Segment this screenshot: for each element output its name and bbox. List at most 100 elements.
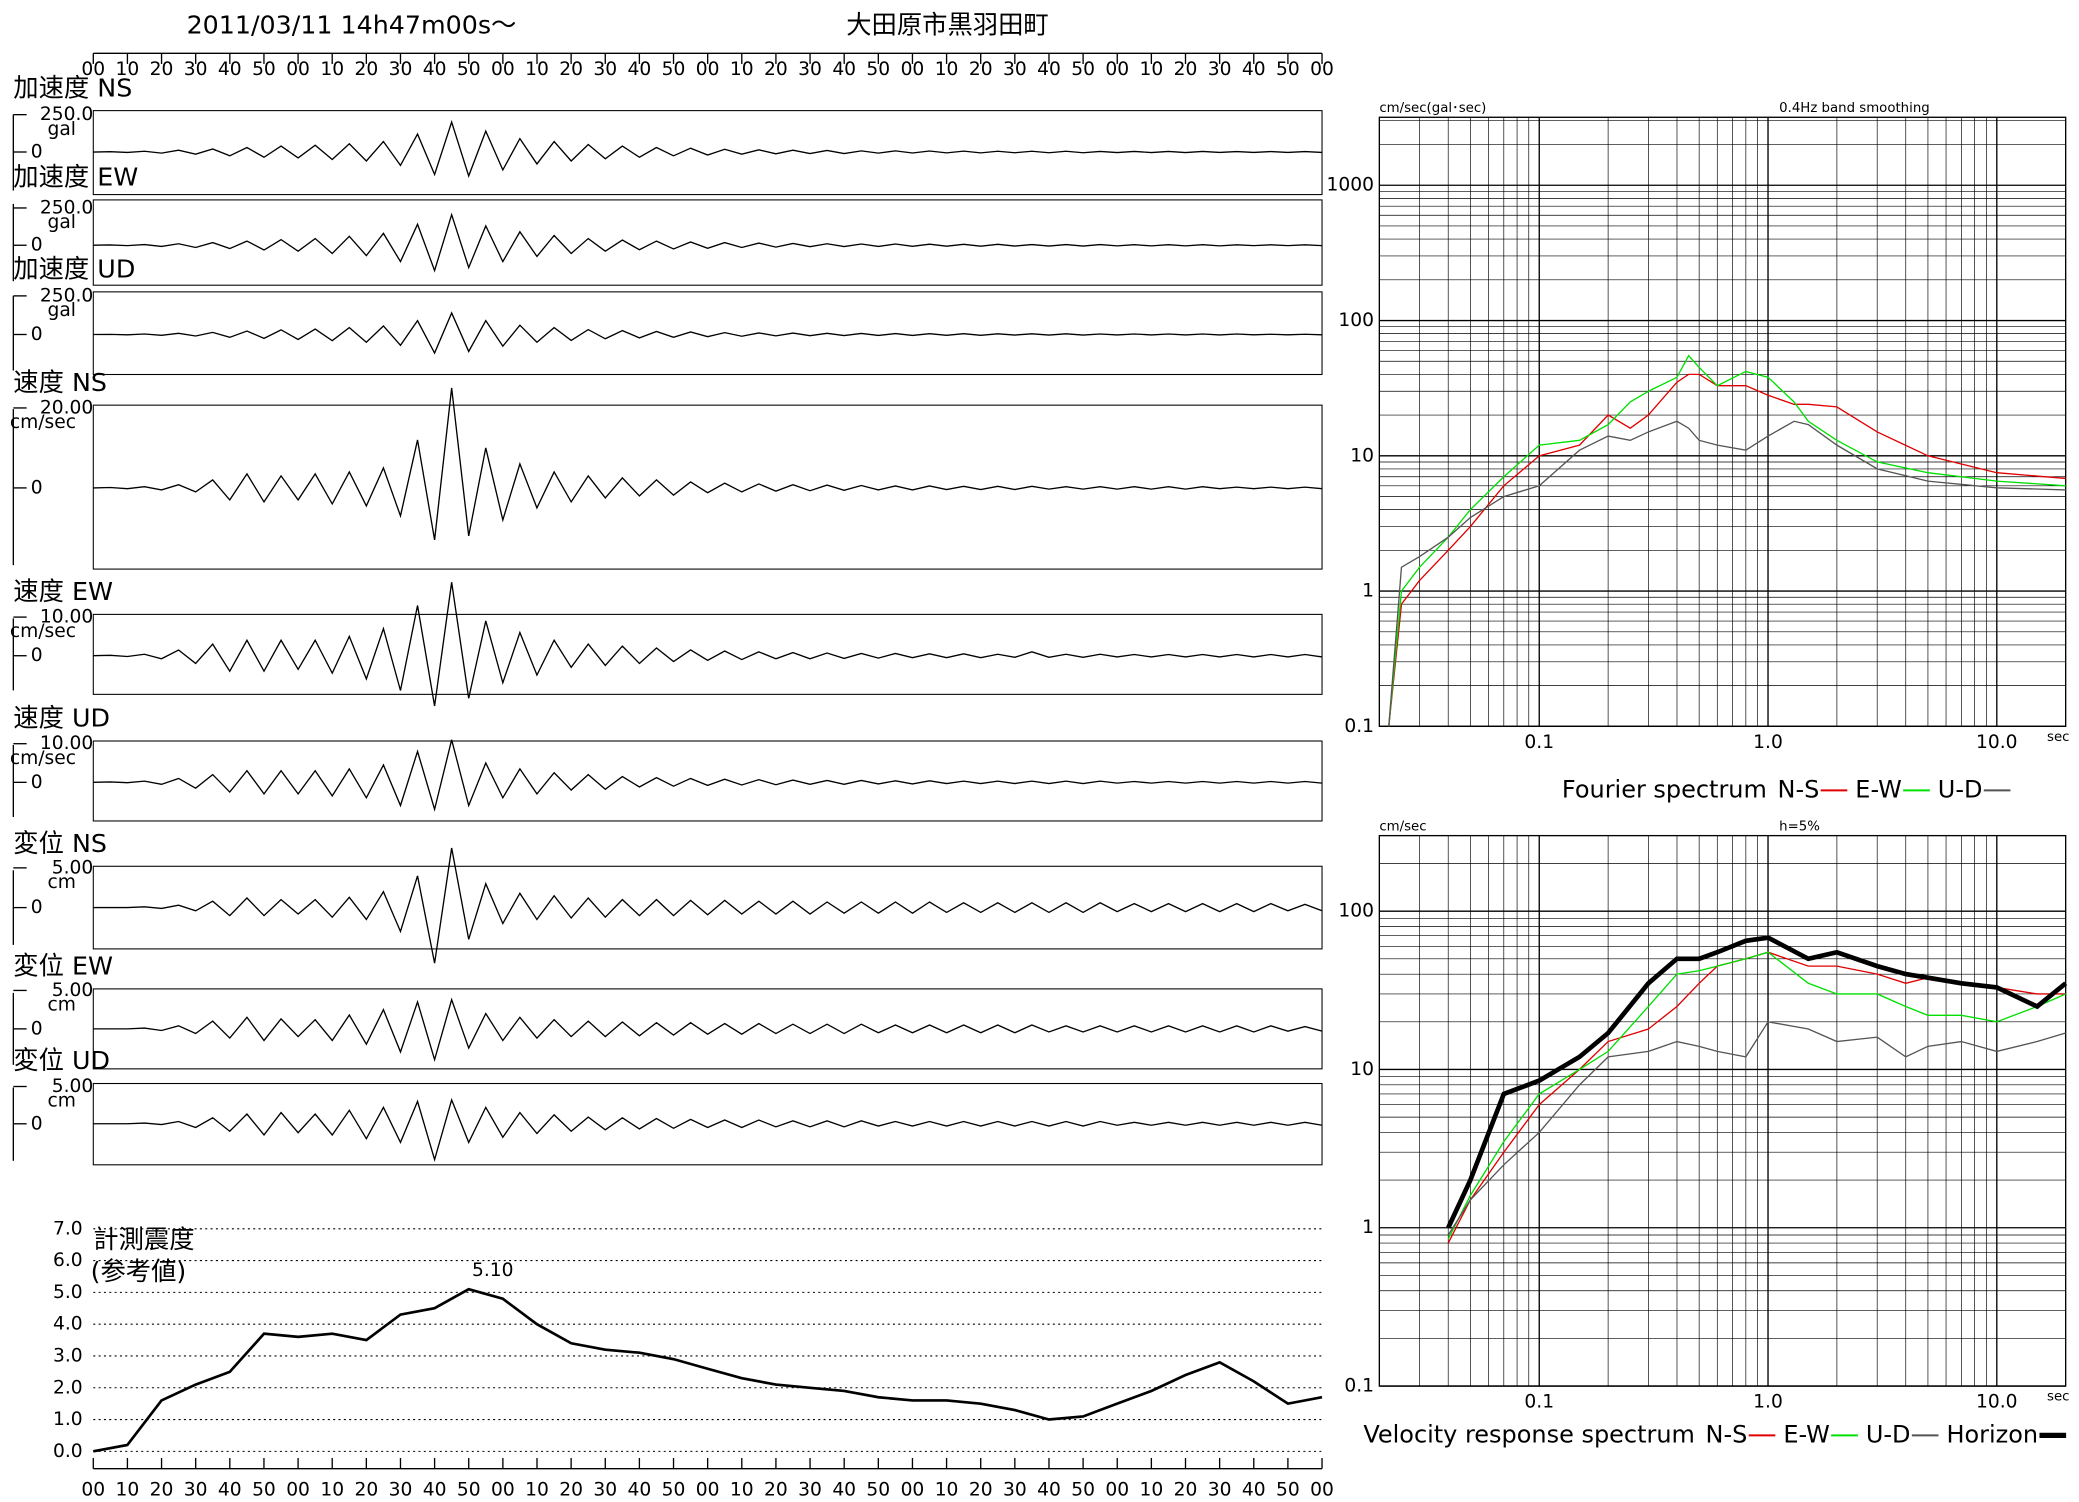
- x-unit: sec: [2047, 730, 2069, 745]
- trace-tick-label: 20.00: [40, 397, 93, 418]
- time-tick-label: 20: [1174, 1480, 1198, 1501]
- time-tick-label: 50: [662, 1480, 686, 1501]
- time-tick-label: 30: [184, 1480, 208, 1501]
- time-tick-label: 30: [593, 1480, 617, 1501]
- time-tick-label: 50: [457, 59, 481, 80]
- time-tick-label: 20: [150, 59, 174, 80]
- trace-frame: [92, 740, 1323, 822]
- time-tick-label: 10: [320, 59, 344, 80]
- x-unit: sec: [2047, 1390, 2069, 1405]
- y-tick-label: 3.0: [53, 1345, 83, 1366]
- time-tick-label: 20: [969, 59, 993, 80]
- time-tick-label: 10: [935, 1480, 959, 1501]
- time-tick-label: 40: [832, 1480, 856, 1501]
- trace-tick-label: 5.00: [52, 980, 94, 1001]
- trace-tick-label: 0: [31, 235, 43, 256]
- time-tick-label: 30: [1208, 1480, 1232, 1501]
- spectrum-line: [1447, 1021, 2066, 1236]
- trace-frame: [92, 404, 1323, 570]
- time-tick-label: 00: [286, 1480, 310, 1501]
- waveform: [93, 582, 1323, 707]
- record-time: 2011/03/11 14h47m00s〜: [187, 10, 517, 40]
- time-tick-label: 40: [218, 59, 242, 80]
- y-unit: cm/sec: [1379, 819, 1426, 834]
- time-tick-label: 30: [1208, 59, 1232, 80]
- spectrum-line: [1447, 951, 2066, 1240]
- y-tick-label: 1: [1362, 581, 1374, 602]
- y-tick-label: 10: [1350, 445, 1374, 466]
- time-tick-label: 10: [116, 1480, 140, 1501]
- time-tick-label: 20: [764, 59, 788, 80]
- trace-tick-label: 5.00: [52, 1076, 94, 1097]
- legend-label: E-W: [1783, 1420, 1830, 1448]
- x-tick-label: 1.0: [1753, 732, 1783, 753]
- trace-title: 変位 NS: [13, 828, 107, 858]
- time-tick-label: 00: [901, 1480, 925, 1501]
- note: h=5%: [1779, 819, 1820, 834]
- time-tick-label: 00: [696, 1480, 720, 1501]
- plot-frame: [1378, 116, 2067, 728]
- y-tick-label: 7.0: [53, 1218, 83, 1239]
- time-tick-label: 10: [320, 1480, 344, 1501]
- trace-unit: cm/sec: [10, 748, 76, 769]
- trace-frame: [92, 199, 1323, 286]
- time-tick-label: 30: [389, 59, 413, 80]
- waveform: [93, 847, 1323, 964]
- time-tick-label: 40: [423, 1480, 447, 1501]
- trace-tick-label: 0: [31, 142, 43, 163]
- time-tick-label: 20: [764, 1480, 788, 1501]
- trace-frame: [92, 865, 1323, 950]
- time-tick-label: 00: [1310, 1480, 1334, 1501]
- trace-frame: [92, 291, 1323, 376]
- y-tick-label: 1.0: [53, 1409, 83, 1430]
- spectrum-line: [1388, 354, 2066, 727]
- x-tick-label: 0.1: [1524, 1392, 1554, 1413]
- y-tick-label: 2.0: [53, 1377, 83, 1398]
- trace-unit: gal: [48, 300, 76, 321]
- trace-tick-label: 0: [31, 1113, 43, 1134]
- trace-tick-label: 0: [31, 897, 43, 918]
- x-tick-label: 10.0: [1976, 1392, 2018, 1413]
- trace-tick-label: 0: [31, 772, 43, 793]
- trace-title: 速度 EW: [13, 576, 113, 606]
- time-tick-label: 40: [628, 59, 652, 80]
- spectrum-line: [1446, 935, 2068, 1229]
- trace-tick-label: 0: [31, 477, 43, 498]
- waveform: [93, 212, 1323, 273]
- time-tick-label: 50: [1071, 59, 1095, 80]
- time-tick-label: 00: [491, 1480, 515, 1501]
- time-tick-label: 20: [559, 59, 583, 80]
- time-tick-label: 30: [593, 59, 617, 80]
- plot-frame: [1378, 834, 2067, 1387]
- annotation: 5.10: [472, 1260, 514, 1281]
- trace-tick-label: 0: [31, 1018, 43, 1039]
- spectrum-line: [1388, 373, 2066, 727]
- trace-frame: [92, 110, 1323, 196]
- trace-frame: [92, 988, 1323, 1070]
- trace-frame: [92, 1082, 1323, 1166]
- trace-tick-label: 5.00: [52, 857, 94, 878]
- waveform: [93, 387, 1323, 541]
- station-name: 大田原市黒羽田町: [846, 10, 1048, 40]
- legend-title: Fourier spectrum: [1562, 775, 1767, 803]
- y-unit: cm/sec(gal･sec): [1379, 101, 1486, 116]
- legend-label: E-W: [1855, 775, 1902, 803]
- time-tick-label: 40: [832, 59, 856, 80]
- y-tick-label: 6.0: [53, 1250, 83, 1271]
- intensity-subtitle: (参考値): [91, 1256, 187, 1286]
- trace-title: 速度 UD: [13, 703, 110, 733]
- time-tick-label: 10: [730, 1480, 754, 1501]
- time-tick-label: 50: [1276, 59, 1300, 80]
- time-tick-label: 00: [1105, 59, 1129, 80]
- time-tick-label: 30: [798, 1480, 822, 1501]
- trace-title: 速度 NS: [13, 367, 107, 397]
- time-tick-label: 10: [525, 1480, 549, 1501]
- y-tick-label: 100: [1338, 310, 1374, 331]
- legend-label: Horizon: [1946, 1420, 2038, 1448]
- waveform: [93, 119, 1323, 178]
- time-tick-label: 30: [1003, 59, 1027, 80]
- time-tick-label: 30: [389, 1480, 413, 1501]
- time-tick-label: 40: [218, 1480, 242, 1501]
- note: 0.4Hz band smoothing: [1779, 101, 1930, 116]
